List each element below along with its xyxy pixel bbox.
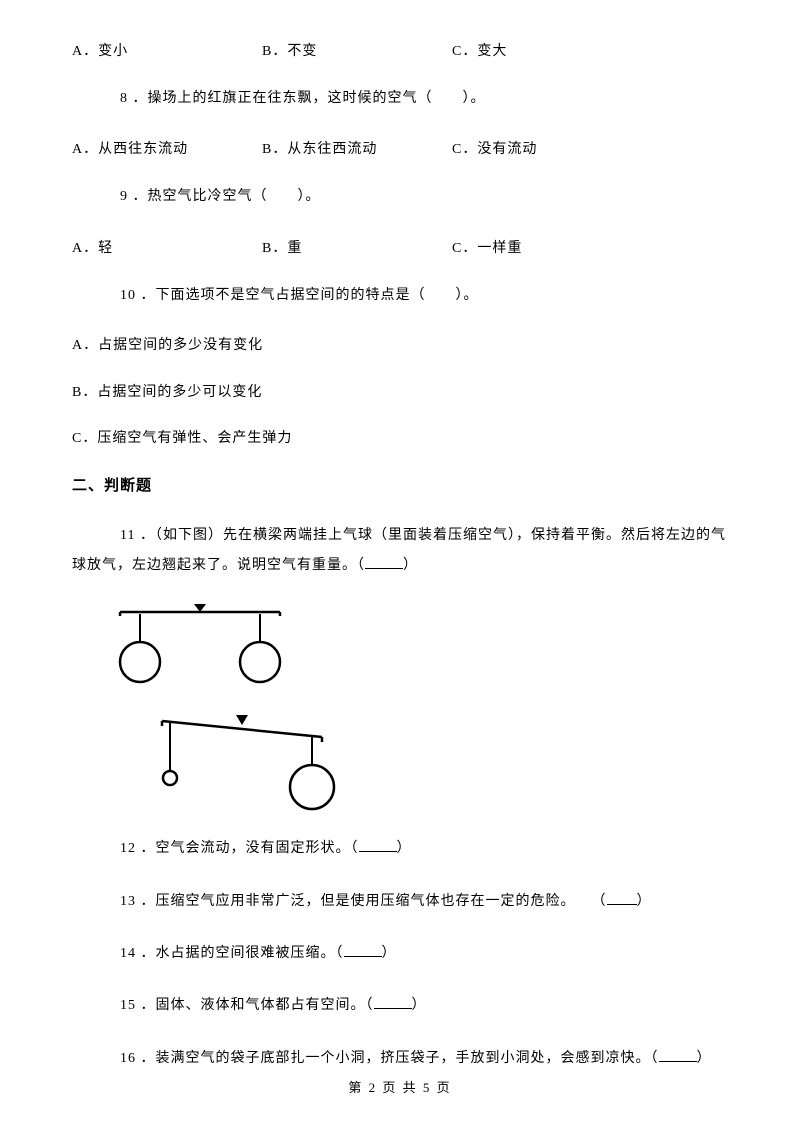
q8-choice-b: B．从东往西流动 [262,138,452,158]
q16-blank[interactable] [659,1049,697,1062]
q7-choice-b: B．不变 [262,40,452,60]
section-2-title: 二、判断题 [72,474,728,495]
balance-diagram-1 [110,602,728,697]
q12-text: 12 ．空气会流动，没有固定形状。（ [120,841,359,856]
q8-choice-c: C．没有流动 [452,138,728,158]
q16-text: 16 ．装满空气的袋子底部扎一个小洞，挤压袋子，手放到小洞处，会感到凉快。（ [120,1051,659,1066]
q16-close: ） [697,1051,712,1066]
q13-text: 13 ．压缩空气应用非常广泛，但是使用压缩气体也存在一定的危险。 （ [120,894,607,909]
q7-choice-c: C．变大 [452,40,728,60]
q14: 14 ．水占据的空间很难被压缩。（ ） [72,943,728,965]
q10-choice-c: C．压缩空气有弹性、会产生弹力 [72,428,728,450]
q9-text: 9 ．热空气比冷空气（ ）。 [72,186,728,208]
q8-choice-a: A．从西往东流动 [72,138,262,158]
balance-diagram-2 [142,715,728,820]
q9-choice-c: C．一样重 [452,237,728,257]
q14-text: 14 ．水占据的空间很难被压缩。（ [120,946,344,961]
q9-choice-a: A．轻 [72,237,262,257]
q11: 11 ．（如下图）先在横梁两端挂上气球（里面装着压缩空气），保持着平衡。然后将左… [72,521,728,580]
q10-choice-a: A．占据空间的多少没有变化 [72,335,728,357]
page-footer: 第 2 页 共 5 页 [0,1077,800,1096]
q8-text: 8 ．操场上的红旗正在往东飘，这时候的空气（ ）。 [72,88,728,110]
q7-choice-a: A．变小 [72,40,262,60]
q10-choice-b: B．占据空间的多少可以变化 [72,382,728,404]
q15-blank[interactable] [374,996,412,1009]
q12: 12 ．空气会流动，没有固定形状。（ ） [72,838,728,860]
q13-blank[interactable] [607,892,637,905]
q11-text-b: ） [403,558,418,573]
q15-text: 15 ．固体、液体和气体都占有空间。（ [120,998,374,1013]
q7-choices: A．变小 B．不变 C．变大 [72,40,728,60]
q8-choices: A．从西往东流动 B．从东往西流动 C．没有流动 [72,138,728,158]
q14-blank[interactable] [344,944,382,957]
q10-text: 10 ．下面选项不是空气占据空间的的特点是（ ）。 [72,285,728,307]
q13-close: ） [637,894,652,909]
q13: 13 ．压缩空气应用非常广泛，但是使用压缩气体也存在一定的危险。 （ ） [72,891,728,913]
q11-blank[interactable] [365,556,403,569]
q9-choice-b: B．重 [262,237,452,257]
q12-close: ） [397,841,412,856]
q9-choices: A．轻 B．重 C．一样重 [72,237,728,257]
q15: 15 ．固体、液体和气体都占有空间。（ ） [72,995,728,1017]
q12-blank[interactable] [359,839,397,852]
q15-close: ） [412,998,427,1013]
q14-close: ） [382,946,397,961]
q16: 16 ．装满空气的袋子底部扎一个小洞，挤压袋子，手放到小洞处，会感到凉快。（ ） [72,1048,728,1070]
